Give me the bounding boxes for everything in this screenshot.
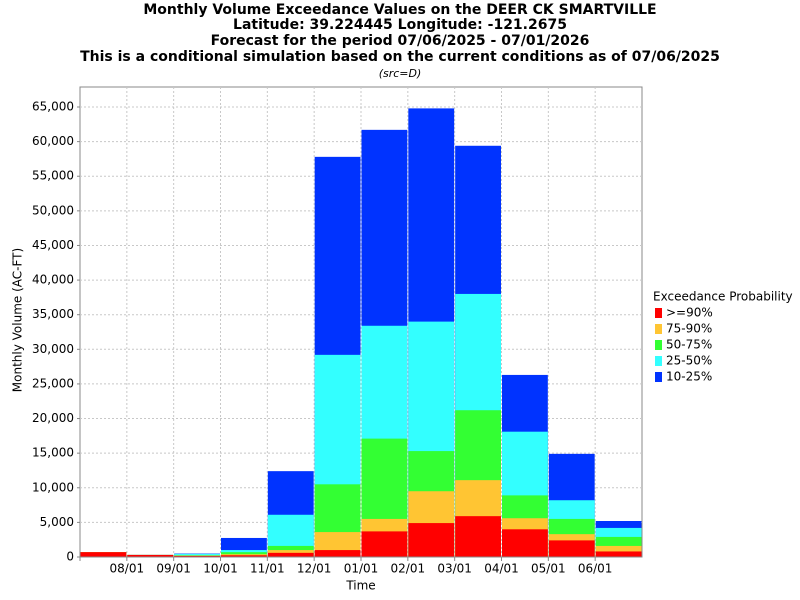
legend-swatch (655, 340, 662, 350)
bar (314, 550, 361, 557)
y-tick-label: 20,000 (32, 411, 74, 425)
y-tick-label: 35,000 (32, 307, 74, 321)
x-tick-label: 03/01 (437, 562, 472, 576)
y-tick-label: 15,000 (32, 446, 74, 460)
y-tick-label: 50,000 (32, 203, 74, 217)
y-tick-label: 5,000 (40, 515, 74, 529)
legend-label: 10-25% (666, 370, 712, 384)
x-tick-label: 01/01 (344, 562, 379, 576)
y-tick-label: 30,000 (32, 342, 74, 356)
legend-swatch (655, 372, 662, 382)
bar (455, 516, 501, 557)
y-tick-label: 40,000 (32, 273, 74, 287)
bar (548, 540, 595, 557)
x-tick-label: 09/01 (156, 562, 191, 576)
chart-title: Forecast for the period 07/06/2025 - 07/… (211, 33, 590, 49)
legend-swatch (655, 356, 662, 366)
x-tick-label: 06/01 (578, 562, 613, 576)
x-tick-label: 04/01 (484, 562, 519, 576)
y-tick-label: 45,000 (32, 238, 74, 252)
x-tick-label: 10/01 (203, 562, 238, 576)
y-tick-label: 25,000 (32, 376, 74, 390)
x-tick-label: 02/01 (391, 562, 426, 576)
bar (174, 555, 220, 557)
bar (80, 552, 127, 557)
bar (595, 551, 642, 557)
legend-swatch (655, 308, 662, 318)
chart-title: Latitude: 39.224445 Longitude: -121.2675 (233, 17, 567, 33)
chart-subtitle: (src=D) (379, 67, 422, 80)
x-tick-label: 08/01 (110, 562, 145, 576)
legend-title: Exceedance Probability (653, 290, 793, 304)
legend-label: 50-75% (666, 338, 712, 352)
legend-label: 75-90% (666, 322, 712, 336)
y-tick-label: 65,000 (32, 100, 74, 114)
legend-swatch (655, 324, 662, 334)
plot-area (79, 86, 643, 558)
y-tick-label: 55,000 (32, 169, 74, 183)
x-tick-label: 05/01 (531, 562, 566, 576)
legend-label: >=90% (666, 306, 713, 320)
y-axis-label: Monthly Volume (AC-FT) (11, 248, 25, 392)
chart-title: This is a conditional simulation based o… (80, 49, 720, 65)
bar (127, 554, 174, 557)
bar (221, 555, 267, 557)
bar (408, 523, 455, 557)
y-tick-label: 0 (66, 550, 74, 564)
bar (267, 552, 314, 557)
legend-label: 25-50% (666, 354, 712, 368)
x-axis-label: Time (345, 579, 375, 593)
chart-title: Monthly Volume Exceedance Values on the … (143, 2, 656, 18)
x-tick-label: 11/01 (250, 562, 285, 576)
y-tick-label: 60,000 (32, 134, 74, 148)
bar (502, 529, 548, 557)
y-tick-label: 10,000 (32, 480, 74, 494)
x-tick-label: 12/01 (297, 562, 332, 576)
bar (361, 531, 408, 557)
